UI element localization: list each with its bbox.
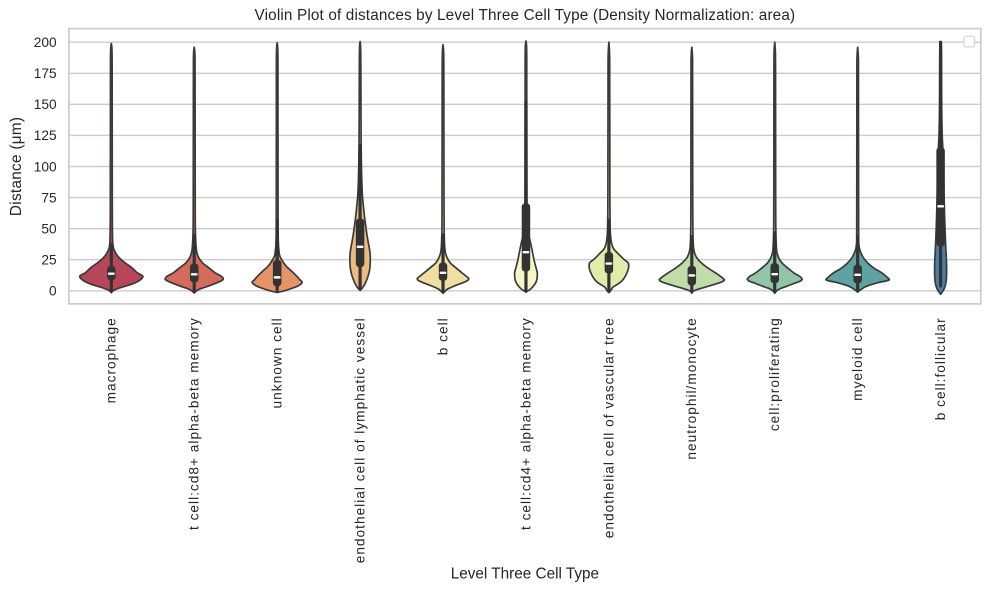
- svg-text:25: 25: [41, 253, 57, 268]
- svg-text:endothelial cell of lymphatic: endothelial cell of lymphatic vessel: [352, 317, 367, 563]
- svg-text:Violin Plot of distances by Le: Violin Plot of distances by Level Three …: [255, 7, 796, 24]
- svg-text:50: 50: [41, 221, 57, 236]
- svg-text:t cell:cd8+ alpha-beta memory: t cell:cd8+ alpha-beta memory: [187, 317, 202, 530]
- svg-text:100: 100: [34, 159, 57, 174]
- svg-text:200: 200: [34, 35, 57, 50]
- svg-text:neutrophil/monocyte: neutrophil/monocyte: [684, 317, 699, 459]
- svg-text:75: 75: [41, 190, 57, 205]
- svg-text:175: 175: [34, 66, 57, 81]
- svg-text:myeloid cell: myeloid cell: [850, 317, 865, 401]
- svg-text:Level Three Cell Type: Level Three Cell Type: [451, 566, 599, 583]
- svg-text:endothelial cell of vascular t: endothelial cell of vascular tree: [601, 317, 616, 538]
- svg-text:150: 150: [34, 97, 57, 112]
- svg-text:b cell: b cell: [435, 317, 450, 355]
- svg-text:b cell:follicular: b cell:follicular: [933, 317, 948, 420]
- svg-text:Distance (μm): Distance (μm): [8, 117, 25, 216]
- svg-text:unknown cell: unknown cell: [270, 317, 285, 408]
- svg-text:0: 0: [49, 284, 57, 299]
- svg-text:cell:proliferating: cell:proliferating: [767, 317, 782, 431]
- svg-text:125: 125: [34, 128, 57, 143]
- svg-text:t cell:cd4+ alpha-beta memory: t cell:cd4+ alpha-beta memory: [518, 317, 533, 530]
- svg-text:macrophage: macrophage: [104, 317, 119, 403]
